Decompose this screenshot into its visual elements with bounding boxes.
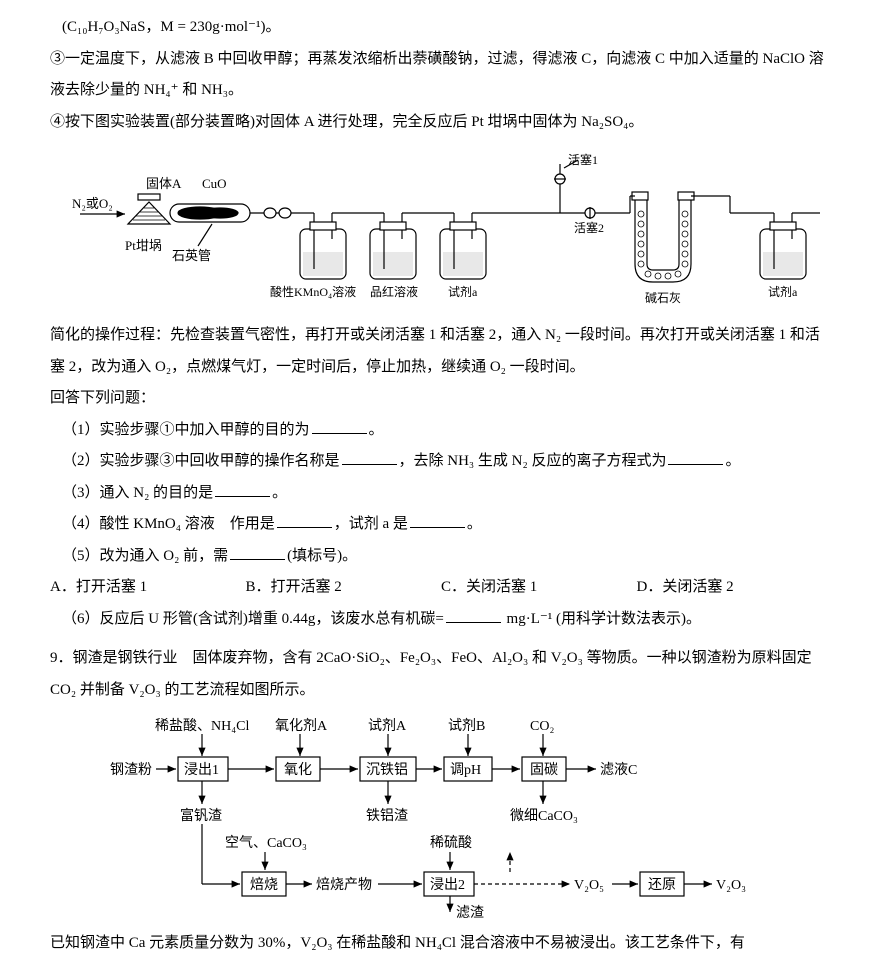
label-solid-a: 固体A bbox=[146, 176, 182, 191]
blank bbox=[342, 449, 397, 465]
fc-filtrate: 滤渣 bbox=[456, 905, 484, 921]
label-lime: 碱石灰 bbox=[645, 291, 681, 305]
blank bbox=[312, 418, 367, 434]
fc-slag: 钢渣粉 bbox=[110, 762, 152, 778]
fc-leach1: 浸出1 bbox=[184, 762, 219, 778]
choice-b: B．打开活塞 2 bbox=[246, 572, 442, 604]
fc-leach2: 浸出2 bbox=[430, 877, 465, 893]
fc-roast: 焙烧 bbox=[250, 877, 278, 893]
label-pt: Pt坩埚 bbox=[125, 238, 162, 253]
fc-precip: 沉铁铝 bbox=[366, 762, 408, 778]
q3-text-b: 。 bbox=[272, 485, 287, 501]
q4-text-c: 。 bbox=[467, 516, 482, 532]
brief-operation: 简化的操作过程：先检查装置气密性，再打开或关闭活塞 1 和活塞 2，通入 N₂ … bbox=[50, 320, 832, 383]
flowchart-diagram: 稀盐酸、NH₄Cl 氧化剂A 试剂A 试剂B CO₂ 钢渣粉 浸出1 氧化 沉铁… bbox=[110, 712, 790, 922]
q5: （5）改为通入 O₂ 前，需 (填标号)。 bbox=[62, 541, 832, 573]
label-reagent-a: 试剂a bbox=[448, 284, 478, 299]
fc-ph: 调pH bbox=[450, 762, 481, 778]
label-cuo: CuO bbox=[202, 176, 227, 191]
q1-text-a: （1）实验步骤①中加入甲醇的目的为 bbox=[62, 422, 310, 438]
q9-intro: 9．钢渣是钢铁行业 固体废弃物，含有 2CaO·SiO₂、Fe₂O₃、FeO、A… bbox=[50, 643, 832, 706]
q2-text-a: （2）实验步骤③中回收甲醇的操作名称是 bbox=[62, 453, 340, 469]
blank bbox=[277, 512, 332, 528]
q2-text-b: ，去除 NH₃ 生成 N₂ 反应的离子方程式为 bbox=[399, 453, 667, 469]
blank bbox=[230, 544, 285, 560]
q1: （1）实验步骤①中加入甲醇的目的为 。 bbox=[62, 415, 832, 447]
blank bbox=[668, 449, 723, 465]
choice-row: A．打开活塞 1 B．打开活塞 2 C．关闭活塞 1 D．关闭活塞 2 bbox=[50, 572, 832, 604]
label-kmno4: 酸性KMnO₄溶液 bbox=[270, 284, 356, 299]
q6-text-a: （6）反应后 U 形管(含试剂)增重 0.44g，该废水总有机碳= bbox=[62, 611, 444, 627]
label-quartz: 石英管 bbox=[172, 248, 211, 263]
fc-fixc: 固碳 bbox=[530, 762, 558, 778]
answer-heading: 回答下列问题： bbox=[50, 383, 832, 415]
q6: （6）反应后 U 形管(含试剂)增重 0.44g，该废水总有机碳= mg·L⁻¹… bbox=[62, 604, 832, 636]
blank bbox=[410, 512, 465, 528]
fc-v2o5: V₂O₅ bbox=[574, 878, 604, 893]
q4-text-b: ，试剂 a 是 bbox=[334, 516, 408, 532]
fc-caco3: 微细CaCO₃ bbox=[510, 808, 578, 824]
q6-text-b: mg·L⁻¹ (用科学计数法表示)。 bbox=[503, 611, 701, 627]
choice-c: C．关闭活塞 1 bbox=[441, 572, 637, 604]
choice-d: D．关闭活塞 2 bbox=[637, 572, 833, 604]
fc-air: 空气、CaCO₃ bbox=[225, 835, 307, 851]
fc-vslag: 富钒渣 bbox=[180, 807, 222, 824]
fc-v2o3: V₂O₃ bbox=[716, 878, 746, 893]
fc-oxidizer: 氧化剂A bbox=[275, 718, 328, 734]
fc-hcl: 稀盐酸、NH₄Cl bbox=[155, 718, 249, 734]
q4-text-a: （4）酸性 KMnO₄ 溶液 作用是 bbox=[62, 516, 275, 532]
label-reagent-a2: 试剂a bbox=[768, 284, 798, 299]
label-stopcock1: 活塞1 bbox=[568, 152, 598, 167]
label-pinhong: 品红溶液 bbox=[370, 284, 418, 299]
fc-reagentB: 试剂B bbox=[448, 718, 485, 734]
fc-feslag: 铁铝渣 bbox=[366, 808, 408, 824]
q5-text-b: (填标号)。 bbox=[287, 548, 357, 564]
q2: （2）实验步骤③中回收甲醇的操作名称是 ，去除 NH₃ 生成 N₂ 反应的离子方程… bbox=[62, 446, 832, 478]
fc-liqC: 滤液C bbox=[600, 762, 637, 778]
q3: （3）通入 N₂ 的目的是 。 bbox=[62, 478, 832, 510]
apparatus-diagram: N₂或O₂ 固体A Pt坩埚 CuO 石英管 酸性KMnO₄溶液 bbox=[70, 144, 850, 314]
blank bbox=[446, 607, 501, 623]
q2-text-c: 。 bbox=[725, 453, 740, 469]
step-4: ④按下图实验装置(部分装置略)对固体 A 进行处理，完全反应后 Pt 坩埚中固体… bbox=[50, 107, 832, 139]
fc-roastprod: 焙烧产物 bbox=[316, 877, 372, 893]
formula-line: (C₁₀H₇O₃NaS，M = 230g·mol⁻¹)。 bbox=[62, 12, 832, 44]
known-line: 已知钢渣中 Ca 元素质量分数为 30%，V₂O₃ 在稀盐酸和 NH₄Cl 混合… bbox=[50, 928, 832, 960]
q4: （4）酸性 KMnO₄ 溶液 作用是 ，试剂 a 是 。 bbox=[62, 509, 832, 541]
q5-text-a: （5）改为通入 O₂ 前，需 bbox=[62, 548, 228, 564]
label-gas-in: N₂或O₂ bbox=[72, 196, 113, 211]
fc-h2so4: 稀硫酸 bbox=[430, 835, 472, 851]
choice-a: A．打开活塞 1 bbox=[50, 572, 246, 604]
label-stopcock2: 活塞2 bbox=[574, 220, 604, 235]
fc-reduce: 还原 bbox=[648, 877, 676, 893]
q3-text-a: （3）通入 N₂ 的目的是 bbox=[62, 485, 213, 501]
fc-reagentA: 试剂A bbox=[368, 718, 407, 734]
step-3: ③一定温度下，从滤液 B 中回收甲醇；再蒸发浓缩析出萘磺酸钠，过滤，得滤液 C，… bbox=[50, 44, 832, 107]
fc-co2: CO₂ bbox=[530, 719, 554, 734]
fc-oxidize: 氧化 bbox=[284, 762, 312, 778]
blank bbox=[215, 481, 270, 497]
q1-text-b: 。 bbox=[369, 422, 384, 438]
